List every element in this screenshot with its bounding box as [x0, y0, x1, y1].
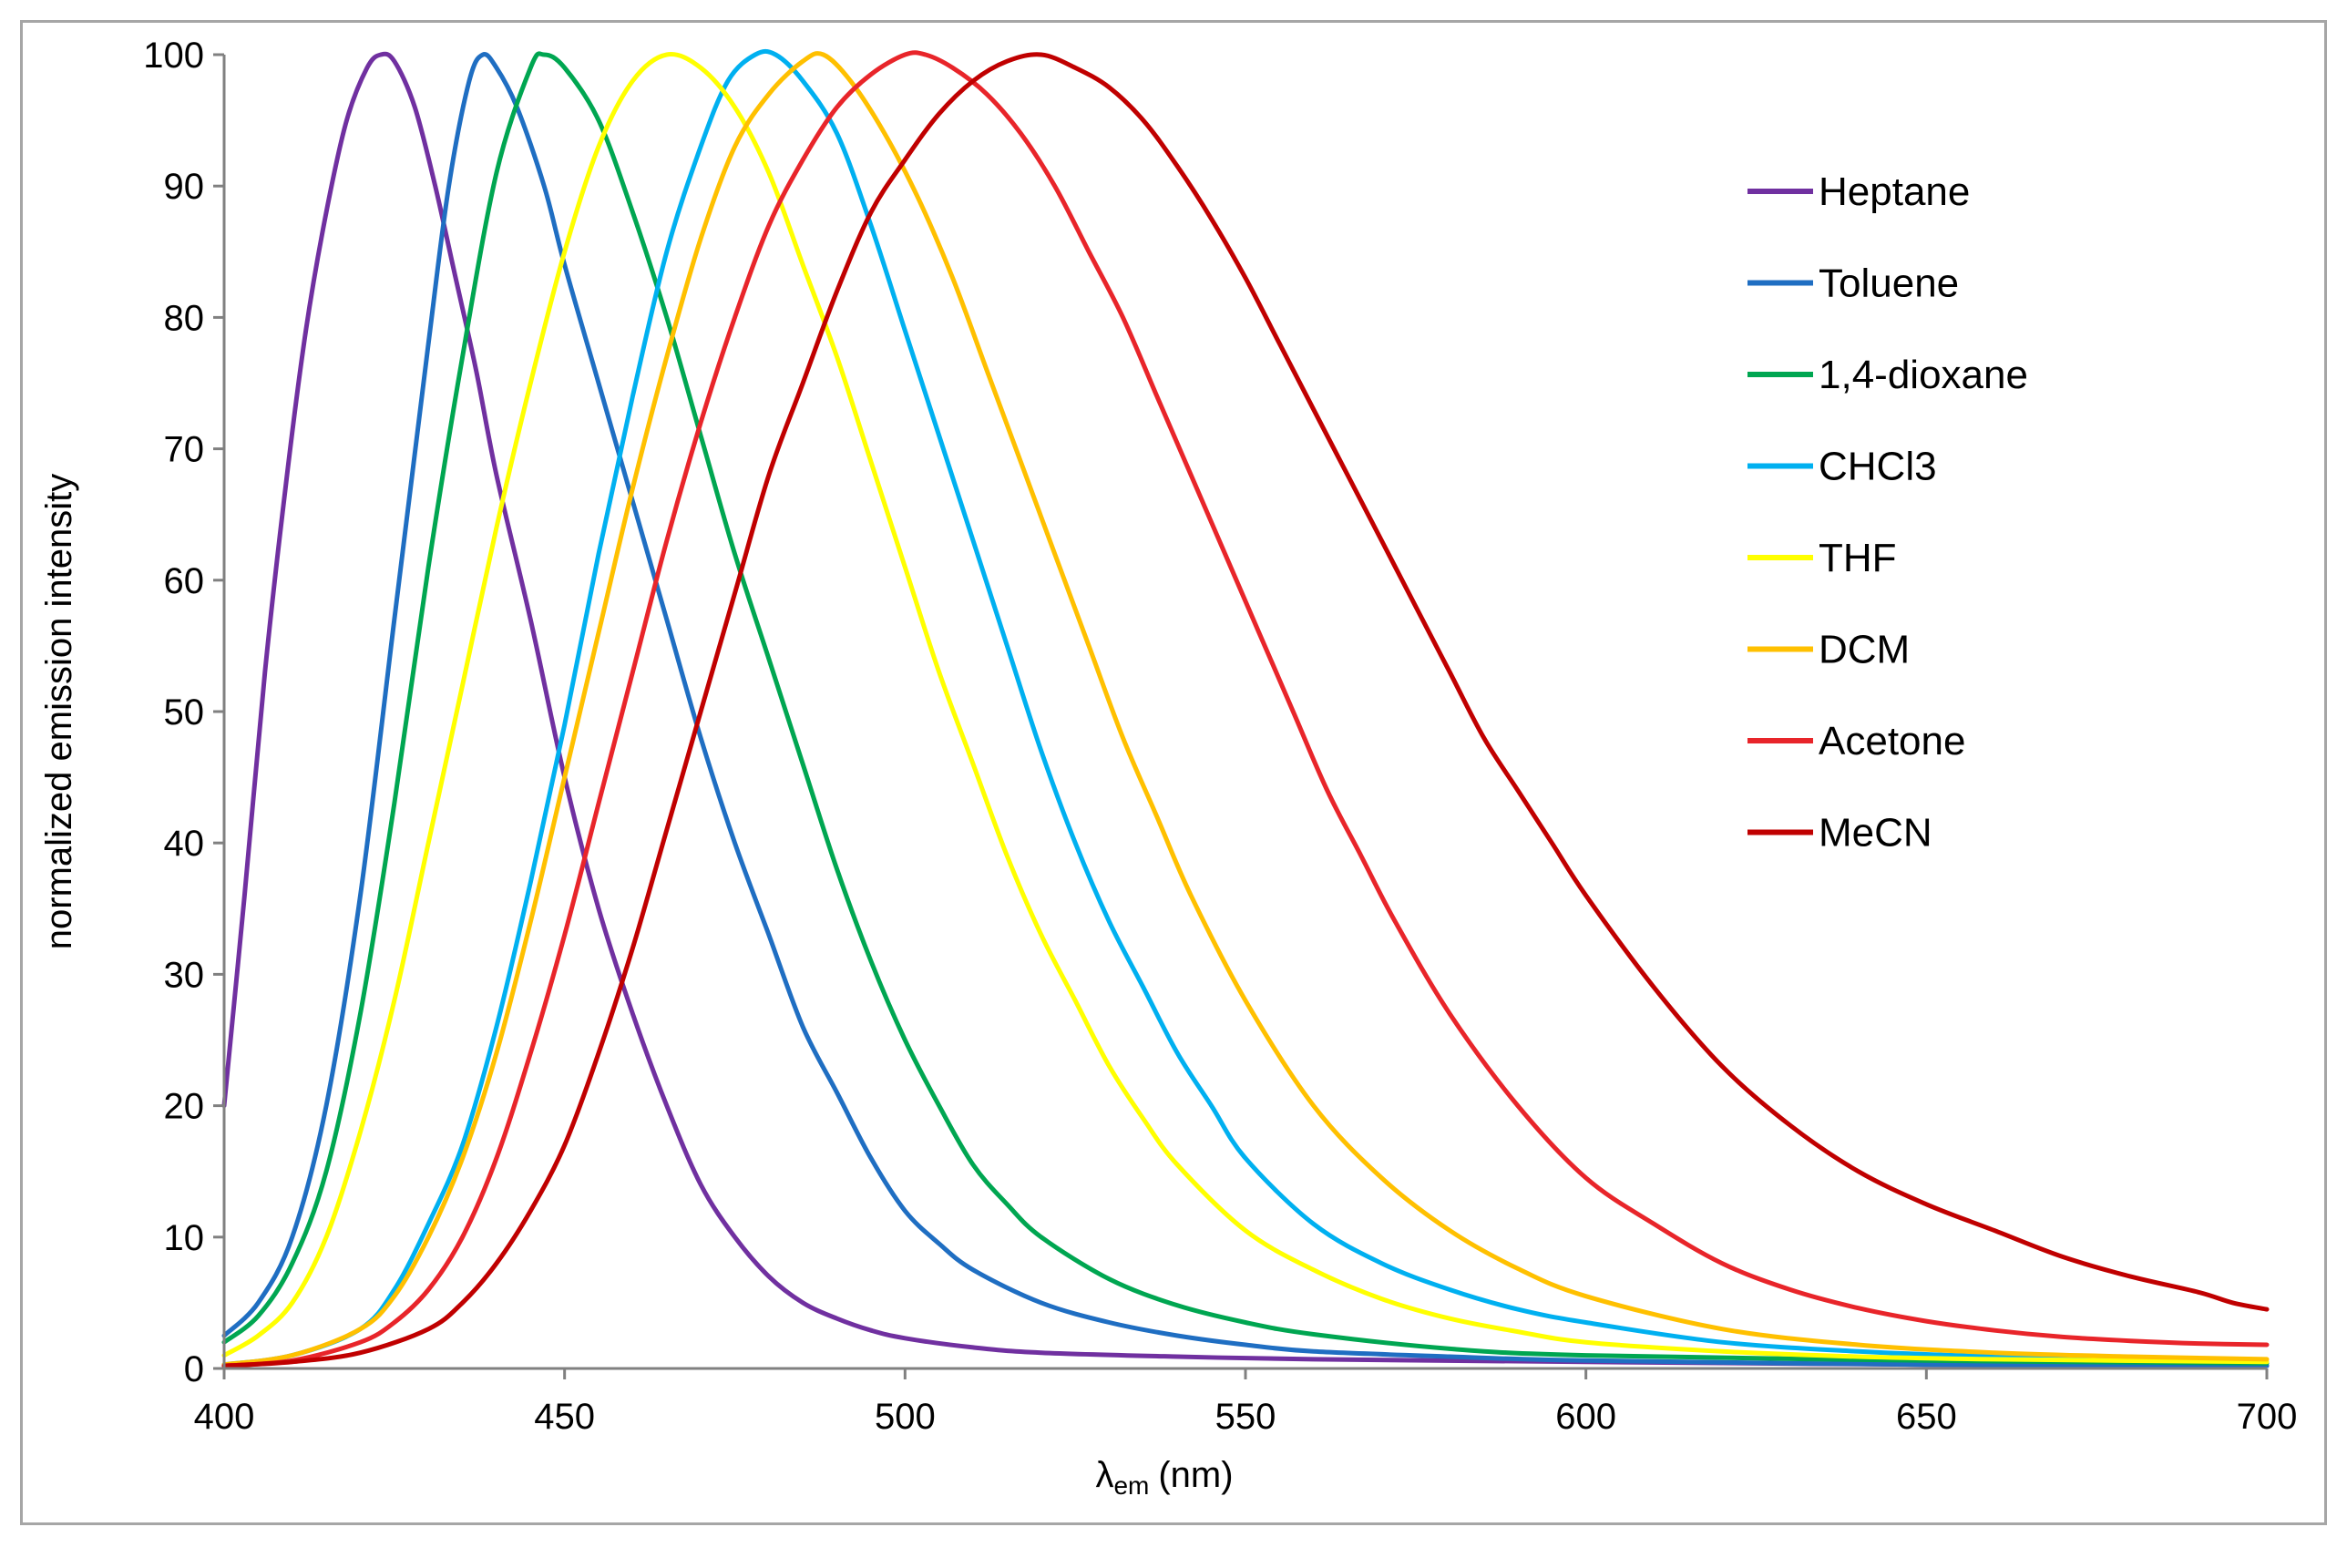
- axes: [222, 55, 2267, 1370]
- x-tick-label: 700: [2237, 1397, 2298, 1437]
- legend-label: Heptane: [1819, 169, 1970, 214]
- legend-item-heptane: Heptane: [1747, 169, 1970, 214]
- y-tick-label: 20: [164, 1087, 205, 1127]
- series-curves: [221, 48, 2270, 1368]
- y-tick-label: 100: [143, 36, 204, 76]
- legend: Heptane Toluene 1,4-dioxane CHCl3 THF DCM Acet…: [1747, 169, 2028, 856]
- y-axis-title: normalized emission intensity: [39, 474, 79, 949]
- legend-item-chcl3: CHCl3: [1747, 445, 1937, 489]
- legend-item-acetone: Acetone: [1747, 719, 1965, 764]
- y-tick-label: 80: [164, 298, 205, 338]
- series-line-acetone: [221, 50, 2270, 1368]
- x-axis-title-subscript: em: [1113, 1471, 1149, 1500]
- x-tick-label: 600: [1555, 1397, 1616, 1437]
- y-tick-label: 0: [184, 1349, 204, 1389]
- legend-item-mecn: MeCN: [1747, 811, 1932, 856]
- legend-label: CHCl3: [1819, 445, 1937, 489]
- series-line-1-4-dioxane: [221, 51, 2270, 1366]
- legend-item-toluene: Toluene: [1747, 261, 1959, 306]
- x-axis-title: λem (nm): [1095, 1455, 1233, 1500]
- x-axis-title-unit: (nm): [1158, 1455, 1233, 1495]
- series-line-mecn: [221, 52, 2270, 1368]
- series-line-toluene: [221, 52, 2270, 1368]
- series-line-thf: [221, 52, 2270, 1365]
- y-tick-label: 30: [164, 955, 205, 995]
- y-tick-label: 60: [164, 561, 205, 601]
- x-ticks: 400 450 500 550 600 650 700: [194, 1368, 2298, 1437]
- y-tick-label: 50: [164, 692, 205, 733]
- x-tick-label: 450: [534, 1397, 595, 1437]
- x-tick-label: 550: [1215, 1397, 1276, 1437]
- series-line-dcm: [221, 51, 2270, 1368]
- legend-label: MeCN: [1819, 811, 1932, 856]
- y-tick-label: 10: [164, 1218, 205, 1258]
- legend-label: Acetone: [1819, 719, 1965, 764]
- y-tick-label: 90: [164, 167, 205, 207]
- legend-label: THF: [1819, 536, 1897, 580]
- legend-item-dcm: DCM: [1747, 628, 1910, 672]
- legend-label: Toluene: [1819, 261, 1959, 306]
- legend-item-thf: THF: [1747, 536, 1897, 580]
- x-tick-label: 400: [194, 1397, 255, 1437]
- x-tick-label: 650: [1896, 1397, 1957, 1437]
- y-tick-label: 40: [164, 824, 205, 864]
- series-line-heptane: [221, 51, 2270, 1368]
- legend-label: 1,4-dioxane: [1819, 353, 2028, 397]
- y-ticks: 0 10 20 30 40 50 60 70 80 90 100: [143, 36, 224, 1389]
- series-line-chcl3: [221, 48, 2270, 1368]
- x-tick-label: 500: [875, 1397, 936, 1437]
- legend-label: DCM: [1819, 628, 1910, 672]
- x-axis-title-symbol: λ: [1095, 1455, 1113, 1495]
- y-tick-label: 70: [164, 430, 205, 470]
- legend-item-1-4-dioxane: 1,4-dioxane: [1747, 353, 2028, 397]
